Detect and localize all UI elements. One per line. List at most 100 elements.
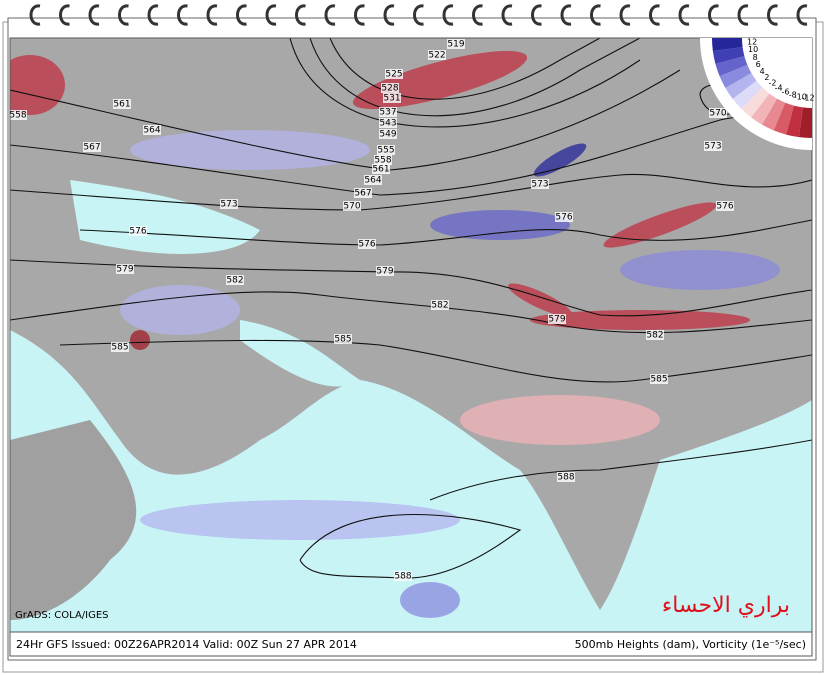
contour-label: 576 xyxy=(358,240,375,250)
ring xyxy=(383,4,395,26)
spiral-rings xyxy=(29,4,808,26)
contour-label: 561 xyxy=(372,165,389,175)
ring xyxy=(324,4,336,26)
colorbar-swatch xyxy=(715,56,748,77)
contour-label: 567 xyxy=(83,143,100,153)
contour-label-bg xyxy=(428,50,446,60)
contour-label: 585 xyxy=(111,343,128,353)
contour-label: 558 xyxy=(9,111,26,121)
contour-label: 528 xyxy=(381,84,398,94)
contour-label-bg xyxy=(379,118,397,128)
colorbar-label: -2 xyxy=(768,79,776,88)
contour-label: 576 xyxy=(555,213,572,223)
contour-label-bg xyxy=(557,472,575,482)
colorbar-swatch xyxy=(712,47,745,64)
colorbar-label: 12 xyxy=(747,37,757,46)
credit: GrADS: COLA/IGES xyxy=(15,610,109,621)
contour-label-bg xyxy=(343,201,361,211)
colorbar-swatch xyxy=(798,107,812,138)
ring xyxy=(177,4,188,26)
contour-label-bg xyxy=(358,239,376,249)
contour-label: 582 xyxy=(431,301,448,311)
contour-label-bg xyxy=(354,188,372,198)
contour-label-bg xyxy=(709,108,727,118)
contour-label-bg xyxy=(226,275,244,285)
contour-label-bg xyxy=(381,83,399,93)
contour-label-bg xyxy=(431,300,449,310)
ring xyxy=(295,4,306,26)
contour-label: 549 xyxy=(379,130,396,140)
ring xyxy=(88,4,100,26)
contour-label: 558 xyxy=(374,156,391,166)
map: 5195225255285315375435495555585615645675… xyxy=(9,38,812,632)
colorbar-swatch xyxy=(773,102,794,135)
ring xyxy=(649,4,660,26)
contour-label: 567 xyxy=(354,189,371,199)
ring xyxy=(678,4,690,26)
colorbar-label: -4 xyxy=(775,83,783,92)
contour-label-bg xyxy=(383,93,401,103)
colorbar-swatch xyxy=(786,105,803,138)
vorticity xyxy=(10,50,780,618)
ring xyxy=(531,4,542,26)
contour-label: 582 xyxy=(646,331,663,341)
ring xyxy=(147,4,159,26)
watermark: براري الاحساء xyxy=(662,593,790,618)
colorbar-swatch xyxy=(751,93,777,125)
colorbar-swatch xyxy=(712,38,743,52)
contour-label-bg xyxy=(379,107,397,117)
ring xyxy=(501,4,513,26)
contour-label: 576 xyxy=(716,202,733,212)
contour-label-bg xyxy=(555,212,573,222)
colorbar-label: 4 xyxy=(760,67,765,76)
ring xyxy=(767,4,778,26)
contour-label-bg xyxy=(129,226,147,236)
contour-label-bg xyxy=(10,110,27,120)
contour-label: 588 xyxy=(394,572,411,582)
contour-label: 561 xyxy=(113,100,130,110)
contour-label: 573 xyxy=(531,180,548,190)
contour-label-bg xyxy=(220,199,238,209)
ring xyxy=(29,4,41,26)
contour-label: 555 xyxy=(377,146,394,156)
land xyxy=(10,420,137,620)
gulf xyxy=(240,320,360,387)
contour-label-bg xyxy=(83,142,101,152)
colorbar-label: -6 xyxy=(781,87,789,96)
colorbar-swatch xyxy=(741,87,770,118)
contour-label-bg xyxy=(377,145,395,155)
colorbar-label: 10 xyxy=(748,45,758,54)
ring xyxy=(206,4,218,26)
contour-label-bg xyxy=(385,69,403,79)
contour-label-bg xyxy=(334,334,352,344)
contour-label: 537 xyxy=(379,108,396,118)
contour-label: 582 xyxy=(226,276,243,286)
colorbar-swatch xyxy=(732,80,763,109)
contour-label: 573 xyxy=(220,200,237,210)
contour-label: 522 xyxy=(428,51,445,61)
contour-label-bg xyxy=(116,264,134,274)
colorbar-label: 6 xyxy=(756,60,761,69)
contour-label: 543 xyxy=(379,119,396,129)
ring xyxy=(118,4,129,26)
colorbar-swatch xyxy=(725,73,757,99)
colorbar-label: -8 xyxy=(789,90,797,99)
contour-label-bg xyxy=(364,175,382,185)
ring xyxy=(413,4,424,26)
contour-label: 573 xyxy=(704,142,721,152)
contour-label: 576 xyxy=(129,227,146,237)
contour-label-bg xyxy=(374,155,392,165)
contour-label: 525 xyxy=(385,70,402,80)
colorbar-swatch xyxy=(762,98,786,131)
contour-label: 564 xyxy=(364,176,381,186)
colorbar-label: -12 xyxy=(802,93,815,102)
ring xyxy=(796,4,808,26)
land xyxy=(10,38,812,610)
contour-label: 579 xyxy=(376,267,393,277)
contour-label: 570 xyxy=(709,109,726,119)
contour-label: 588 xyxy=(557,473,574,483)
contour-label-bg xyxy=(394,571,412,581)
ring xyxy=(472,4,483,26)
